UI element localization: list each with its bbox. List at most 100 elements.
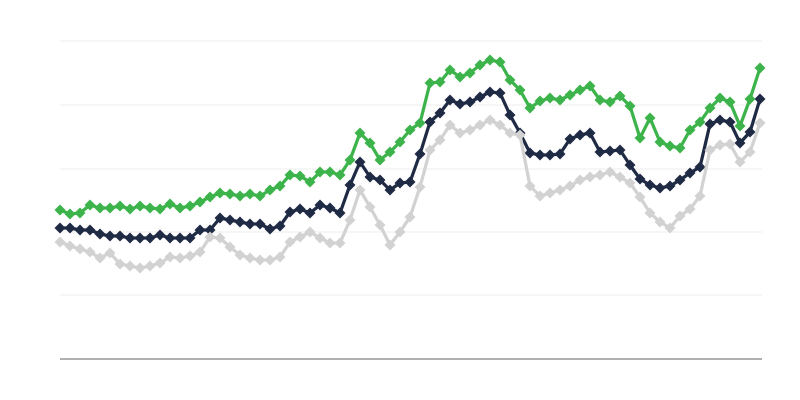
- gray-series-marker: [404, 211, 416, 223]
- green-series-marker: [474, 59, 486, 71]
- green-series-marker: [294, 170, 306, 182]
- green-series-marker: [704, 102, 716, 114]
- green-series-marker: [434, 76, 446, 88]
- gray-series-marker: [204, 231, 216, 243]
- green-series-marker: [524, 102, 536, 114]
- gray-series-marker: [504, 127, 516, 139]
- gray-series-marker: [324, 237, 336, 249]
- navy-series-marker: [474, 91, 486, 103]
- green-series-marker: [304, 176, 316, 188]
- gray-series-marker: [334, 237, 346, 249]
- gray-series-marker: [384, 239, 396, 251]
- green-series-marker: [604, 96, 616, 108]
- navy-series-marker: [614, 144, 626, 156]
- gray-series-marker: [654, 216, 666, 228]
- gray-series-marker: [674, 210, 686, 222]
- green-series-marker: [344, 154, 356, 166]
- gray-series-marker: [274, 251, 286, 263]
- green-series-marker: [94, 202, 106, 214]
- navy-series-marker: [134, 232, 146, 244]
- gray-series-marker: [54, 236, 66, 248]
- gray-series-marker: [304, 226, 316, 238]
- navy-series-marker: [84, 224, 96, 236]
- gray-series-marker: [254, 254, 266, 266]
- navy-series-marker: [94, 228, 106, 240]
- navy-series-marker: [604, 145, 616, 157]
- green-series-marker: [744, 93, 756, 105]
- navy-series-marker: [734, 137, 746, 149]
- navy-series-marker: [454, 98, 466, 110]
- navy-series-marker: [164, 232, 176, 244]
- navy-series-marker: [704, 118, 716, 130]
- gray-series-marker: [124, 260, 136, 272]
- gray-series-marker: [524, 180, 536, 192]
- gray-series-marker: [604, 166, 616, 178]
- green-series-marker: [514, 84, 526, 96]
- green-series-marker: [354, 127, 366, 139]
- green-series-marker: [84, 199, 96, 211]
- gray-series-marker: [484, 114, 496, 126]
- gray-series-marker: [704, 144, 716, 156]
- gray-series-marker: [64, 240, 76, 252]
- gridlines: [60, 40, 762, 296]
- navy-series-marker: [744, 126, 756, 138]
- gray-series-marker: [634, 191, 646, 203]
- green-series-marker: [504, 74, 516, 86]
- green-series-marker: [334, 169, 346, 181]
- green-series-marker: [464, 67, 476, 79]
- green-series-marker: [214, 187, 226, 199]
- green-series-marker: [484, 54, 496, 66]
- green-series-marker: [644, 112, 656, 124]
- navy-series-marker: [574, 129, 586, 141]
- navy-series-marker: [324, 202, 336, 214]
- green-series-marker: [204, 191, 216, 203]
- green-series-marker: [544, 92, 556, 104]
- green-series-marker: [624, 100, 636, 112]
- gray-series-marker: [214, 232, 226, 244]
- navy-series-marker: [294, 203, 306, 215]
- gray-series-marker: [744, 146, 756, 158]
- gray-series-marker: [74, 243, 86, 255]
- green-series-marker: [114, 200, 126, 212]
- green-series-marker: [414, 117, 426, 129]
- green-series-marker: [404, 124, 416, 136]
- green-series-marker: [564, 89, 576, 101]
- green-series-marker: [574, 84, 586, 96]
- green-series-marker: [454, 71, 466, 83]
- green-series-marker: [54, 204, 66, 216]
- gray-series-marker: [534, 190, 546, 202]
- green-series-marker: [424, 77, 436, 89]
- navy-series-marker: [564, 133, 576, 145]
- navy-series-marker: [194, 224, 206, 236]
- navy-series-marker: [524, 147, 536, 159]
- gray-series-marker: [514, 129, 526, 141]
- gray-series-marker: [284, 236, 296, 248]
- navy-series-marker: [554, 148, 566, 160]
- green-series: [54, 54, 766, 220]
- green-series-marker: [364, 137, 376, 149]
- gray-series-marker: [594, 169, 606, 181]
- gray-series-marker: [154, 257, 166, 269]
- gray-series-marker: [464, 124, 476, 136]
- navy-series-marker: [544, 149, 556, 161]
- gray-series-marker: [694, 190, 706, 202]
- green-series-marker: [174, 202, 186, 214]
- gray-series-marker: [614, 171, 626, 183]
- navy-series-marker: [264, 223, 276, 235]
- gray-series-marker: [174, 252, 186, 264]
- navy-series-marker: [404, 176, 416, 188]
- green-series-marker: [104, 202, 116, 214]
- navy-series-marker: [354, 156, 366, 168]
- navy-series-marker: [344, 179, 356, 191]
- green-series-marker: [244, 188, 256, 200]
- green-series-line: [58, 58, 762, 216]
- gray-series-marker: [424, 144, 436, 156]
- green-series-marker: [144, 202, 156, 214]
- navy-series-marker: [394, 177, 406, 189]
- green-series-marker: [674, 142, 686, 154]
- green-series-marker: [284, 169, 296, 181]
- navy-series-marker: [484, 86, 496, 98]
- navy-series-marker: [444, 94, 456, 106]
